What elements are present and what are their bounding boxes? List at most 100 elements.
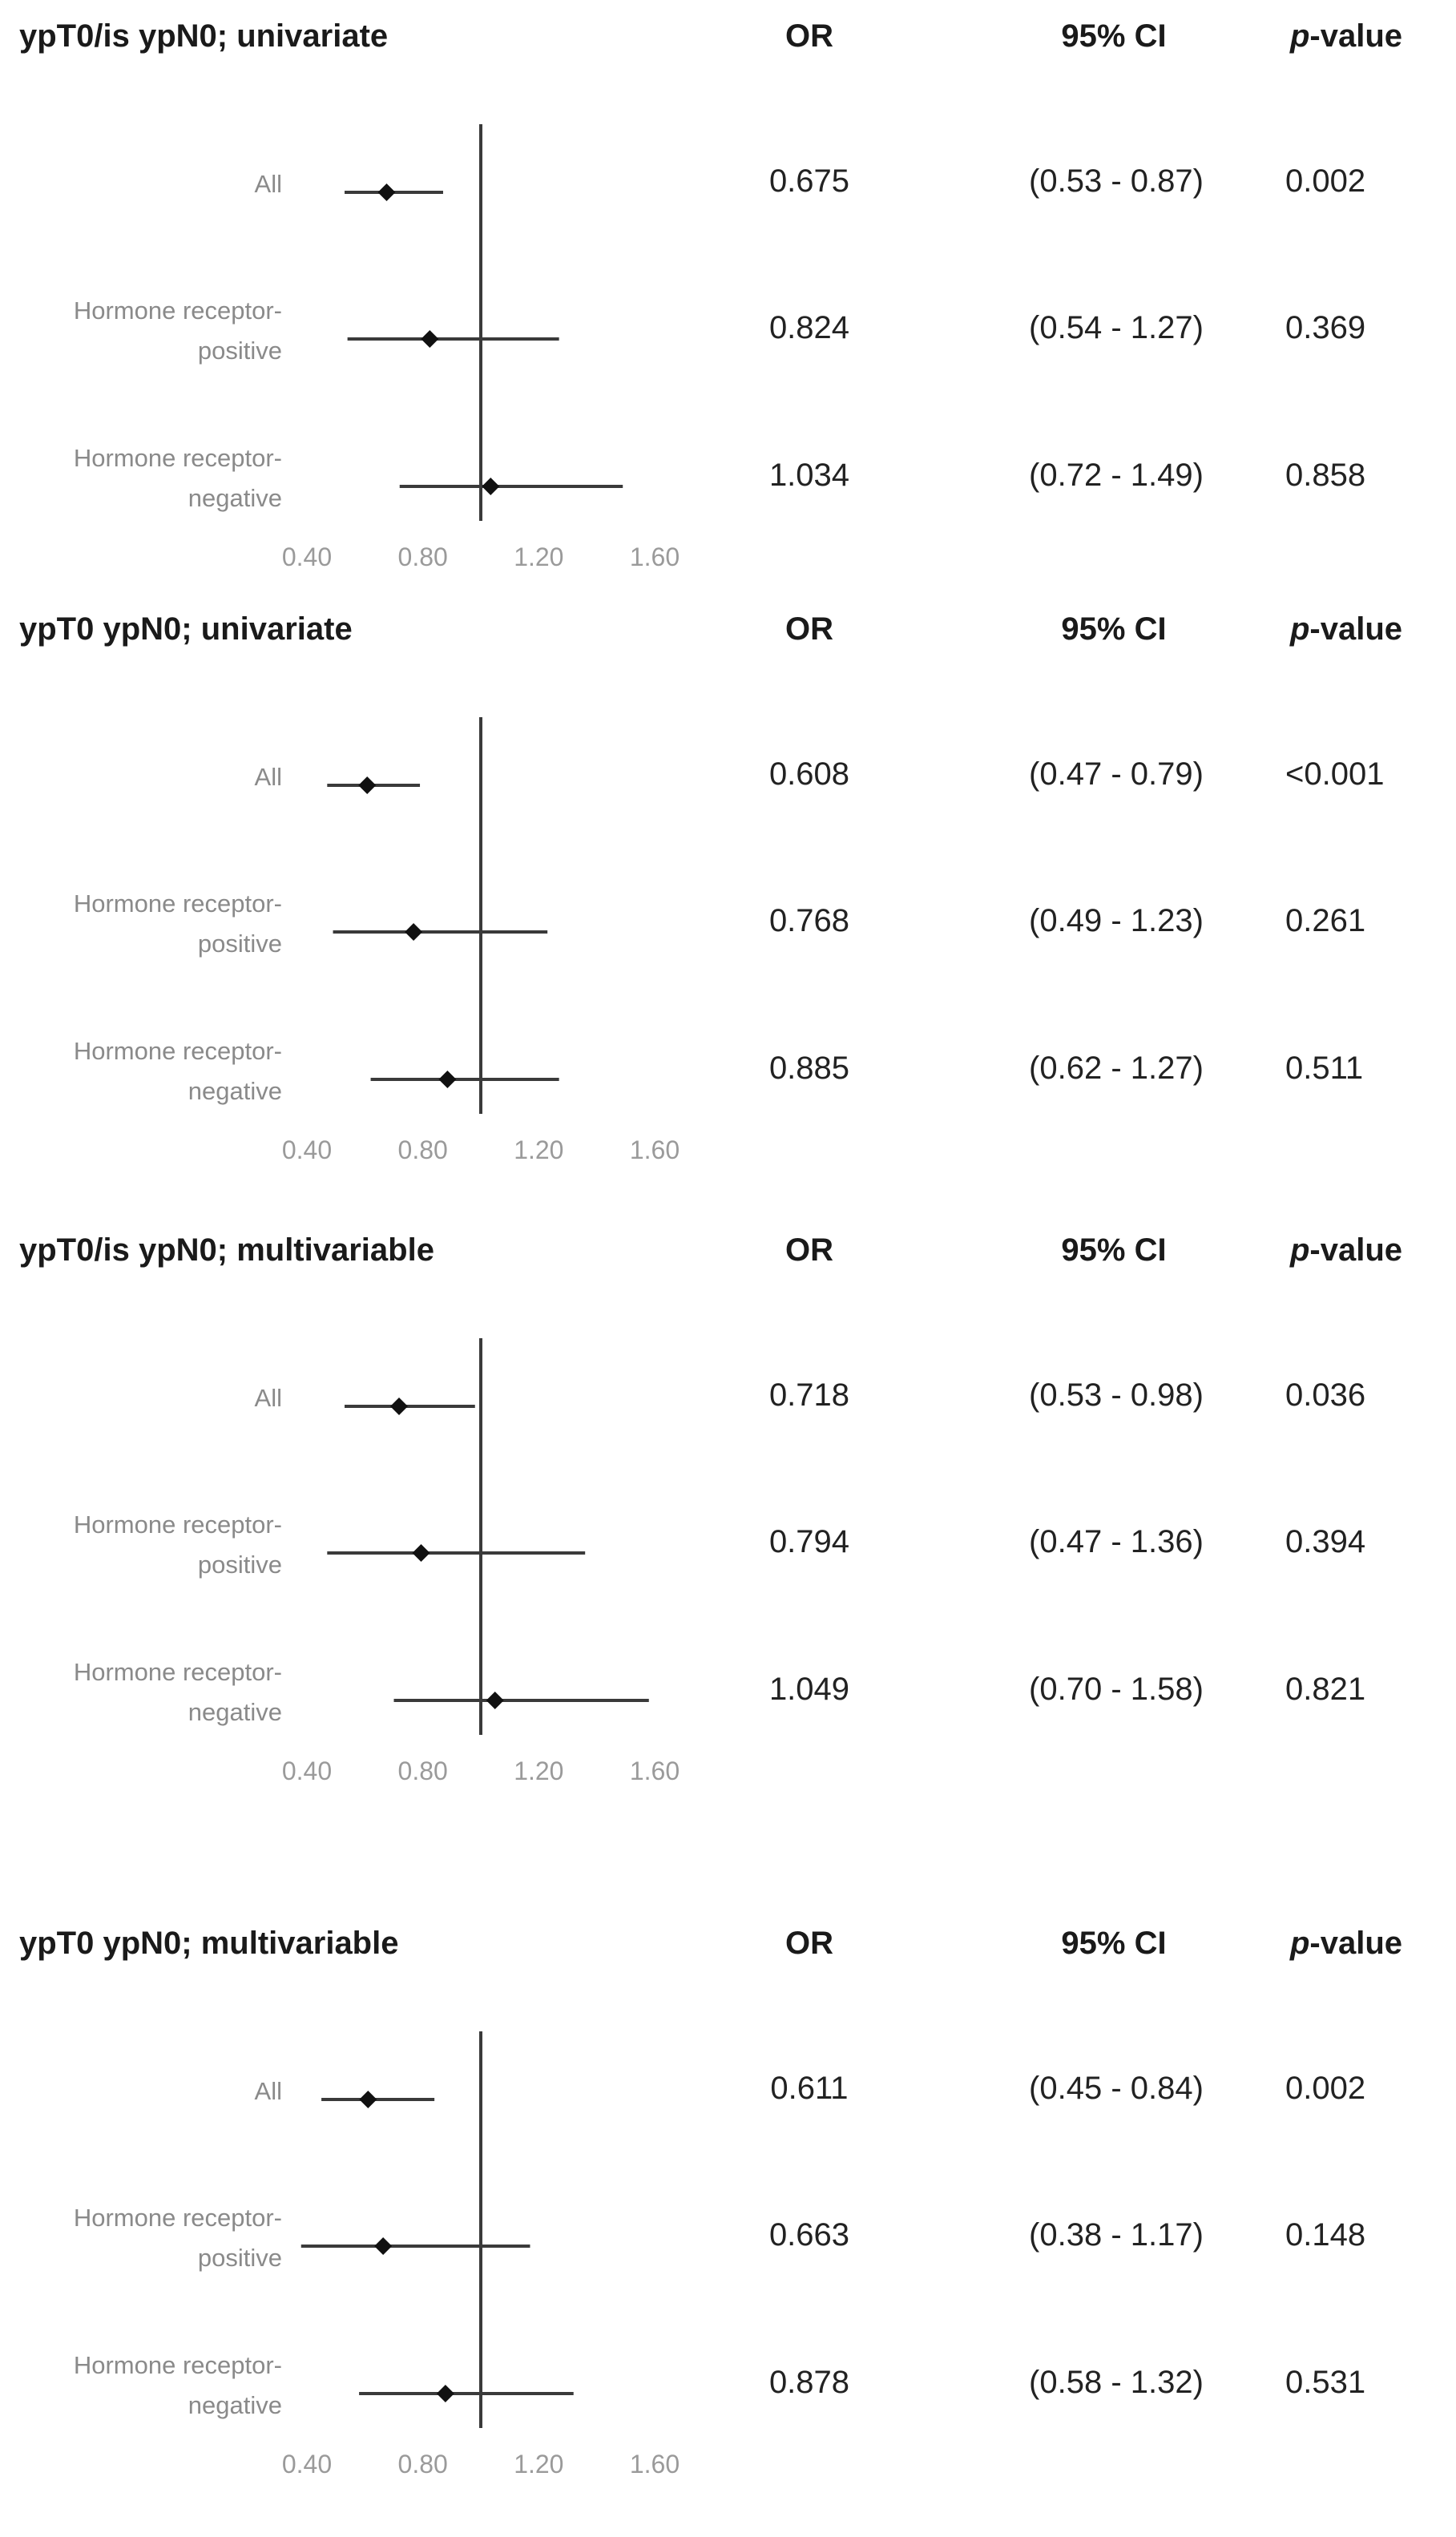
column-header-p-value: p-value (1274, 1230, 1418, 1270)
column-header-p-value: p-value (1274, 609, 1418, 649)
odds-ratio-value: 0.675 (768, 163, 850, 199)
p-value: 0.821 (1285, 1672, 1366, 1707)
forest-panel: ypT0/is ypN0; univariate OR 95% CI p-value 0… (0, 16, 1456, 593)
odds-ratio-value: 0.878 (768, 2365, 850, 2400)
row-label-line: Hormone receptor- (73, 1658, 282, 1686)
p-suffix: -value (1309, 1232, 1403, 1268)
x-tick-label: 0.80 (398, 1757, 448, 1785)
confidence-interval-value: (0.47 - 0.79) (1029, 756, 1204, 792)
row-label-line: Hormone receptor- (73, 1037, 282, 1065)
x-tick-label: 1.20 (514, 1135, 563, 1164)
confidence-interval-value: (0.53 - 0.87) (1029, 163, 1204, 199)
row-label-line: positive (197, 1551, 282, 1579)
odds-ratio-marker (486, 1692, 504, 1709)
column-header-ci: 95% CI (1061, 1926, 1167, 1961)
odds-ratio-marker (377, 184, 396, 201)
odds-ratio-marker (436, 2385, 454, 2402)
column-header-or: OR (785, 1232, 833, 1268)
p-value: 0.369 (1285, 310, 1366, 345)
confidence-interval-value: (0.54 - 1.27) (1029, 310, 1204, 345)
row-label-line: Hormone receptor- (73, 296, 282, 325)
row-label: Hormone receptor-negative (0, 2345, 282, 2426)
row-label: All (0, 164, 282, 204)
row-label: Hormone receptor-negative (0, 1031, 282, 1111)
odds-ratio-value: 0.885 (768, 1051, 850, 1086)
x-tick-label: 0.80 (398, 2450, 448, 2479)
row-label-line: negative (188, 1077, 282, 1105)
panel-title: ypT0/is ypN0; univariate (19, 18, 389, 54)
forest-panel: ypT0/is ypN0; multivariable OR 95% CI p-val… (0, 1230, 1456, 1807)
x-tick-label: 1.20 (514, 2450, 563, 2479)
row-label: Hormone receptor-positive (0, 291, 282, 371)
forest-plot-area: 0.40 0.80 1.20 1.60 (282, 1338, 680, 1785)
x-tick-label: 1.60 (630, 2450, 680, 2479)
row-label: Hormone receptor-negative (0, 438, 282, 518)
forest-plot-area: 0.40 0.80 1.20 1.60 (282, 717, 680, 1164)
row-label-line: All (254, 763, 282, 791)
confidence-interval-value: (0.38 - 1.17) (1029, 2217, 1204, 2253)
odds-ratio-marker (374, 2237, 393, 2255)
odds-ratio-value: 0.663 (768, 2217, 850, 2253)
row-label: All (0, 757, 282, 797)
x-tick-label: 0.80 (398, 542, 448, 571)
row-label-line: negative (188, 484, 282, 512)
column-header-or: OR (785, 611, 833, 647)
odds-ratio-marker (358, 776, 377, 794)
column-header-ci: 95% CI (1061, 611, 1167, 647)
p-suffix: -value (1309, 1926, 1403, 1961)
p-value: 0.002 (1285, 2071, 1366, 2106)
row-label-line: Hormone receptor- (73, 889, 282, 918)
row-label-line: All (254, 1384, 282, 1412)
odds-ratio-marker (359, 2091, 377, 2108)
confidence-interval-value: (0.58 - 1.32) (1029, 2365, 1204, 2400)
odds-ratio-marker (405, 923, 423, 941)
panel-title: ypT0 ypN0; multivariable (19, 1926, 399, 1961)
confidence-interval-value: (0.70 - 1.58) (1029, 1672, 1204, 1707)
p-italic: p (1289, 611, 1310, 647)
row-label-line: Hormone receptor- (73, 2351, 282, 2379)
row-label: Hormone receptor-positive (0, 2198, 282, 2278)
x-tick-label: 1.20 (514, 542, 563, 571)
panel-title: ypT0 ypN0; univariate (19, 611, 353, 647)
p-italic: p (1289, 1926, 1310, 1961)
odds-ratio-marker (421, 330, 439, 348)
forest-panel: ypT0 ypN0; multivariable OR 95% CI p-value 0… (0, 1923, 1456, 2500)
odds-ratio-value: 0.768 (768, 903, 850, 938)
column-header-ci: 95% CI (1061, 1232, 1167, 1268)
row-label: Hormone receptor-negative (0, 1652, 282, 1732)
odds-ratio-value: 0.608 (768, 756, 850, 792)
row-label-line: positive (197, 2244, 282, 2272)
x-tick-label: 0.80 (398, 1135, 448, 1164)
odds-ratio-marker (438, 1071, 457, 1088)
row-label: All (0, 1378, 282, 1418)
odds-ratio-value: 1.049 (768, 1672, 850, 1707)
p-value: 0.511 (1285, 1051, 1364, 1086)
p-value: 0.148 (1285, 2217, 1366, 2253)
p-value: 0.261 (1285, 903, 1366, 938)
odds-ratio-value: 0.718 (768, 1377, 850, 1413)
confidence-interval-value: (0.62 - 1.27) (1029, 1051, 1204, 1086)
p-italic: p (1289, 18, 1310, 54)
x-tick-label: 0.40 (282, 2450, 332, 2479)
confidence-interval-value: (0.53 - 0.98) (1029, 1377, 1204, 1413)
odds-ratio-value: 0.824 (768, 310, 850, 345)
odds-ratio-value: 0.794 (768, 1524, 850, 1559)
column-header-p-value: p-value (1274, 1923, 1418, 1963)
x-tick-label: 1.20 (514, 1757, 563, 1785)
odds-ratio-value: 1.034 (768, 458, 850, 493)
forest-plot-area: 0.40 0.80 1.20 1.60 (282, 2031, 680, 2479)
odds-ratio-marker (412, 1544, 430, 1562)
column-header-ci: 95% CI (1061, 18, 1167, 54)
p-value: 0.036 (1285, 1377, 1366, 1413)
x-tick-label: 1.60 (630, 542, 680, 571)
row-label-line: Hormone receptor- (73, 444, 282, 472)
row-label-line: negative (188, 2391, 282, 2419)
confidence-interval-value: (0.49 - 1.23) (1029, 903, 1204, 938)
odds-ratio-marker (482, 478, 500, 495)
row-label-line: Hormone receptor- (73, 1511, 282, 1539)
column-header-or: OR (785, 1926, 833, 1961)
p-italic: p (1289, 1232, 1310, 1268)
confidence-interval-value: (0.72 - 1.49) (1029, 458, 1204, 493)
forest-panel: ypT0 ypN0; univariate OR 95% CI p-value 0.40… (0, 609, 1456, 1186)
